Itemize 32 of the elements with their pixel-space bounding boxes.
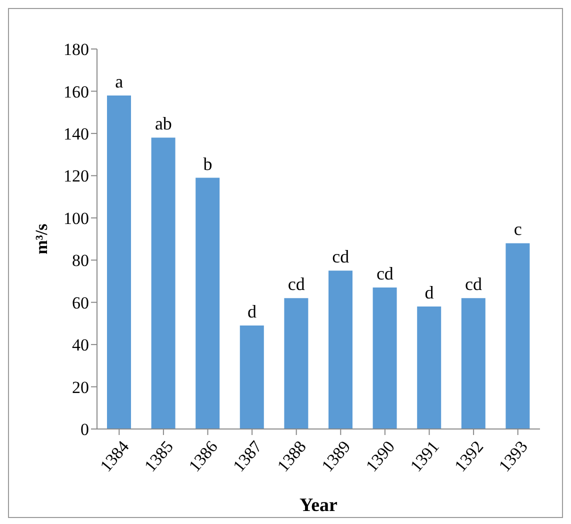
bar (196, 178, 220, 429)
y-tick-label: 140 (64, 124, 89, 144)
bar (151, 138, 176, 429)
y-tick-label: 180 (64, 40, 89, 60)
annotation: c (514, 219, 522, 240)
annotation: cd (376, 264, 394, 284)
bar (284, 298, 308, 429)
bar (461, 298, 486, 429)
bar (328, 270, 352, 429)
y-axis-title: m³/s (32, 223, 51, 254)
y-tick-label: 20 (72, 378, 89, 397)
annotation: d (248, 302, 257, 322)
annotation: b (203, 154, 212, 174)
bar (372, 288, 397, 429)
y-tick-label: 40 (72, 336, 89, 355)
bar (417, 306, 442, 429)
bar (107, 95, 131, 429)
y-tick-label: 80 (72, 251, 89, 270)
y-tick-label: 60 (72, 293, 89, 312)
y-tick-label: 0 (80, 420, 89, 440)
annotation: cd (332, 246, 350, 267)
annotation: cd (288, 274, 305, 294)
annotation: d (424, 282, 434, 303)
y-tick-label: 160 (64, 82, 89, 102)
x-axis-title: Year (300, 495, 338, 516)
y-tick-label: 100 (64, 208, 89, 228)
y-tick-label: 120 (64, 166, 89, 186)
bar (240, 326, 264, 429)
annotation: cd (465, 274, 482, 294)
annotation: ab (154, 114, 172, 134)
annotation: a (115, 71, 124, 92)
bar (506, 243, 530, 429)
